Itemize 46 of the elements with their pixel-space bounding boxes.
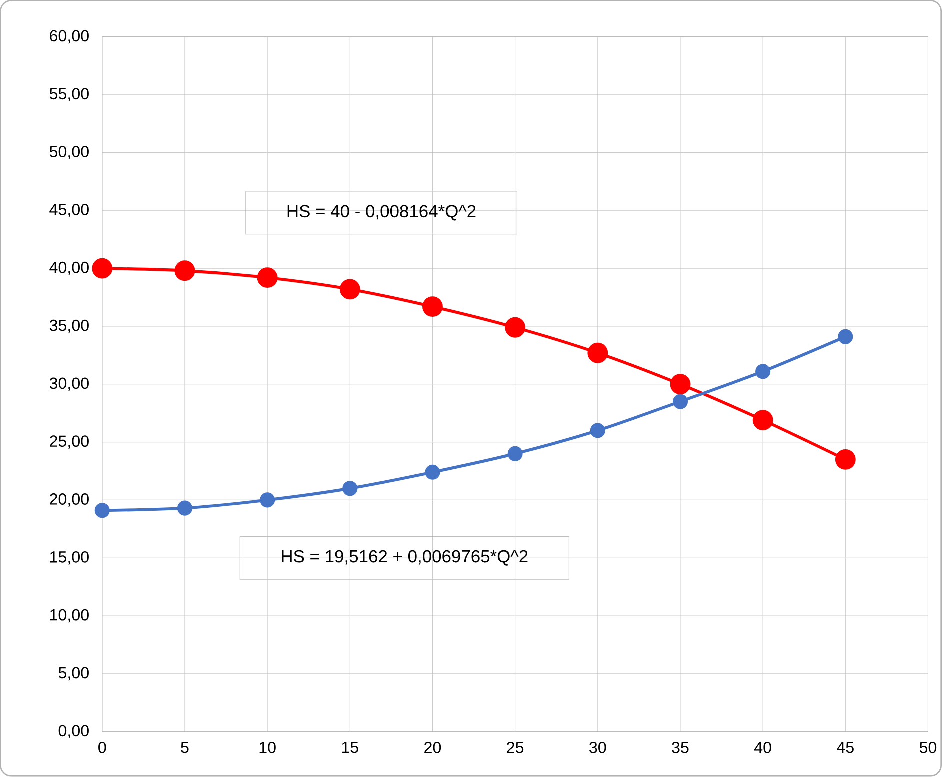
- point: [94, 503, 110, 518]
- y-tick-label: 0,00: [58, 725, 89, 739]
- point: [260, 492, 276, 508]
- x-tick-label: 50: [920, 742, 937, 754]
- y-tick-label: 45,00: [50, 204, 89, 218]
- point: [835, 450, 856, 470]
- x-tick-label: 15: [342, 742, 358, 754]
- annotation: HS = 40 - 0,008164*Q^2: [288, 205, 476, 221]
- y-tick-label: 20,00: [50, 494, 89, 507]
- y-tick-label: 10,00: [50, 609, 89, 623]
- x-tick-label: 35: [672, 742, 689, 754]
- point: [177, 500, 192, 516]
- y-tick-label: 60,00: [50, 30, 89, 44]
- point: [752, 410, 774, 431]
- x-tick-label: 25: [507, 742, 524, 754]
- point: [590, 423, 606, 438]
- point: [838, 329, 854, 344]
- x-tick-label: 45: [837, 742, 854, 754]
- point: [340, 279, 360, 300]
- x-tick-label: 20: [424, 742, 442, 754]
- y-tick-label: 5,00: [58, 667, 89, 681]
- point: [174, 260, 196, 282]
- point: [672, 394, 688, 410]
- annotation: HS = 19,5162 + 0,0069765*Q^2: [282, 550, 528, 566]
- y-tick-label: 35,00: [50, 320, 89, 334]
- x-tick-label: 10: [260, 742, 276, 754]
- y-tick-label: 40,00: [50, 262, 89, 276]
- point: [756, 364, 771, 380]
- y-tick-label: 15,00: [50, 552, 89, 565]
- point: [508, 446, 523, 462]
- y-tick-label: 50,00: [50, 146, 89, 160]
- point: [342, 481, 358, 496]
- point: [425, 464, 440, 480]
- y-tick-label: 30,00: [50, 378, 89, 392]
- point: [670, 374, 691, 395]
- y-tick-label: 25,00: [50, 436, 89, 450]
- point: [505, 318, 526, 338]
- x-tick-label: 30: [590, 742, 606, 754]
- x-tick-label: 40: [754, 742, 772, 754]
- point: [92, 258, 113, 279]
- x-tick-label: 0: [98, 742, 106, 754]
- y-tick-label: 55,00: [50, 88, 89, 102]
- point: [257, 268, 278, 288]
- point: [588, 342, 608, 364]
- x-tick-label: 5: [181, 742, 189, 754]
- point: [422, 296, 443, 318]
